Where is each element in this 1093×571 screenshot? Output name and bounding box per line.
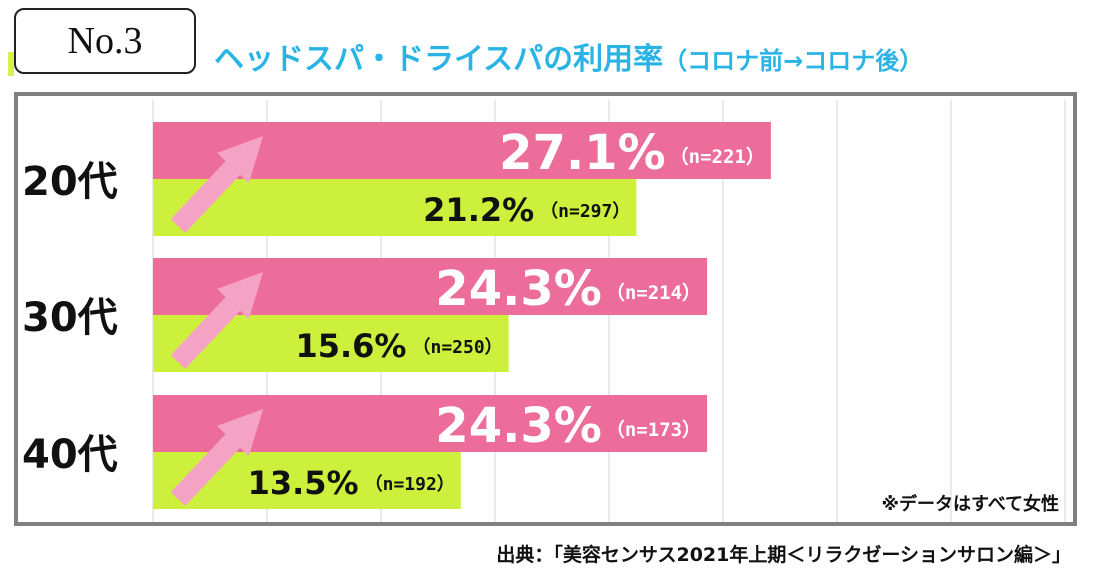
value-label: 15.6%	[295, 327, 406, 365]
bar-before	[153, 179, 637, 236]
increase-arrow	[170, 136, 264, 233]
n-label: （n=192）	[365, 474, 455, 495]
value-label: 13.5%	[248, 464, 359, 502]
header-accent	[8, 52, 14, 76]
source-citation: 出典：「美容センサス2021年上期＜リラクゼーションサロン編＞」	[496, 544, 1071, 566]
increase-arrow	[170, 272, 264, 369]
increase-arrow	[170, 409, 264, 506]
arrows	[170, 136, 264, 506]
labels: 20代（n=221）27.1%（n=297）21.2%30代（n=214）24.…	[22, 125, 765, 502]
n-label: （n=250）	[412, 337, 502, 358]
n-label: （n=173）	[606, 418, 701, 441]
value-label: 27.1%	[499, 125, 666, 181]
category-label: 40代	[22, 432, 118, 478]
page-title: ヘッドスパ・ドライスパの利用率（コロナ前→コロナ後）	[214, 34, 923, 78]
category-label: 20代	[22, 159, 118, 205]
value-label: 24.3%	[435, 398, 602, 454]
n-label: （n=297）	[540, 201, 630, 222]
category-label: 30代	[22, 295, 118, 341]
value-label: 24.3%	[435, 261, 602, 317]
title-main: ヘッドスパ・ドライスパの利用率	[214, 42, 664, 77]
rank-badge: No.3	[14, 8, 196, 74]
n-label: （n=214）	[606, 281, 701, 304]
value-label: 21.2%	[423, 191, 534, 229]
title-sub: （コロナ前→コロナ後）	[663, 47, 924, 75]
note-text: ※データはすべて女性	[881, 494, 1059, 515]
n-label: （n=221）	[670, 145, 765, 168]
